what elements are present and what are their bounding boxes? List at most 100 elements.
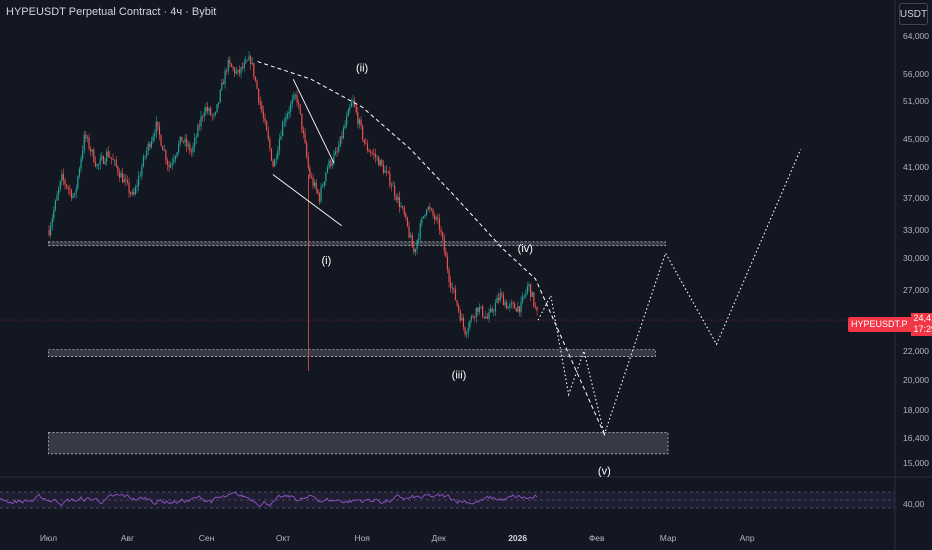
candle (210, 106, 212, 117)
candle-body (190, 151, 193, 153)
price-axis-label: 22,000 (903, 346, 929, 356)
candle-body (67, 187, 69, 189)
candle (112, 153, 114, 161)
candle (150, 136, 153, 149)
candle (416, 239, 418, 254)
candle (342, 124, 345, 140)
candle (446, 252, 449, 274)
price-axis-label: 27,000 (903, 285, 929, 295)
candle-body (242, 67, 244, 69)
time-axis: Июл Авг Сен Окт Ноя Дек 2026 Фев Мар Апр (40, 533, 755, 543)
candle-body (510, 303, 513, 305)
candle (190, 148, 193, 157)
candle (298, 99, 300, 110)
candle-body (154, 134, 156, 137)
candle (122, 167, 124, 184)
candle (48, 224, 50, 237)
candle-body (184, 139, 186, 143)
candle-body (302, 129, 305, 134)
candle (248, 50, 250, 61)
candle (362, 124, 364, 143)
candle (283, 117, 285, 127)
candle (414, 248, 417, 256)
candle (272, 158, 274, 168)
candle (186, 133, 188, 153)
candle-body (214, 112, 217, 115)
symbol-title[interactable]: HYPEUSDT Perpetual Contract · 4ч · Bybit (6, 6, 217, 18)
candle (509, 300, 511, 312)
candle (378, 155, 380, 166)
wedge-lower-line (272, 174, 342, 227)
time-axis-label: 2026 (508, 533, 527, 543)
candle (363, 139, 365, 147)
candle (229, 56, 231, 68)
candle (61, 169, 63, 186)
candle (67, 185, 69, 195)
candle (261, 100, 263, 115)
candle (171, 157, 173, 171)
wave-projection (537, 148, 802, 437)
candle-body (317, 189, 319, 194)
candle (70, 188, 73, 201)
candle-body (363, 139, 365, 143)
candle-body (83, 134, 85, 151)
candle-body (522, 296, 524, 302)
candle-body (458, 305, 460, 311)
candle (448, 266, 450, 288)
candle (162, 145, 164, 151)
candle-body (328, 160, 330, 168)
candle-body (488, 311, 490, 319)
candle-body (301, 113, 303, 130)
candle-body (357, 112, 359, 125)
candle (205, 102, 207, 116)
candle (58, 186, 60, 201)
candle-body (150, 141, 153, 148)
candle-body (253, 63, 255, 77)
candle (438, 213, 441, 235)
candle (482, 304, 484, 319)
candle-body (264, 117, 266, 122)
candle (394, 181, 396, 201)
candle (114, 159, 116, 167)
candle-body (470, 316, 473, 321)
candle-body (453, 287, 455, 290)
candle (96, 163, 98, 169)
candle (517, 302, 519, 313)
candle (144, 155, 146, 161)
candle-body (291, 99, 293, 104)
currency-button[interactable]: USDT (899, 3, 928, 25)
candle-body (98, 164, 100, 165)
candle-body (421, 218, 423, 224)
candle-body (344, 124, 346, 129)
candle (157, 121, 159, 131)
candle (258, 88, 260, 105)
candle-body (78, 168, 81, 177)
candle-body (91, 149, 93, 152)
candle-body (234, 68, 236, 74)
candle (454, 284, 457, 301)
candle-body (262, 111, 265, 118)
candle-body (490, 308, 492, 312)
candle-body (69, 188, 71, 190)
candle-body (170, 164, 172, 168)
candle (117, 165, 119, 177)
candle (299, 104, 301, 115)
candle-body (187, 144, 189, 147)
candle-body (245, 60, 247, 63)
candle-body (118, 172, 121, 178)
candle (200, 110, 202, 132)
candle-body (296, 94, 298, 103)
candle-body (467, 327, 469, 333)
candle-body (434, 215, 436, 220)
candle-body (122, 173, 124, 183)
candle (470, 314, 473, 324)
candle (195, 133, 197, 144)
candle (499, 288, 501, 303)
candle (504, 299, 506, 308)
candle-body (443, 238, 445, 252)
candle (101, 152, 103, 161)
candle (226, 68, 228, 76)
candle-body (144, 156, 146, 157)
candle-body (446, 256, 449, 270)
